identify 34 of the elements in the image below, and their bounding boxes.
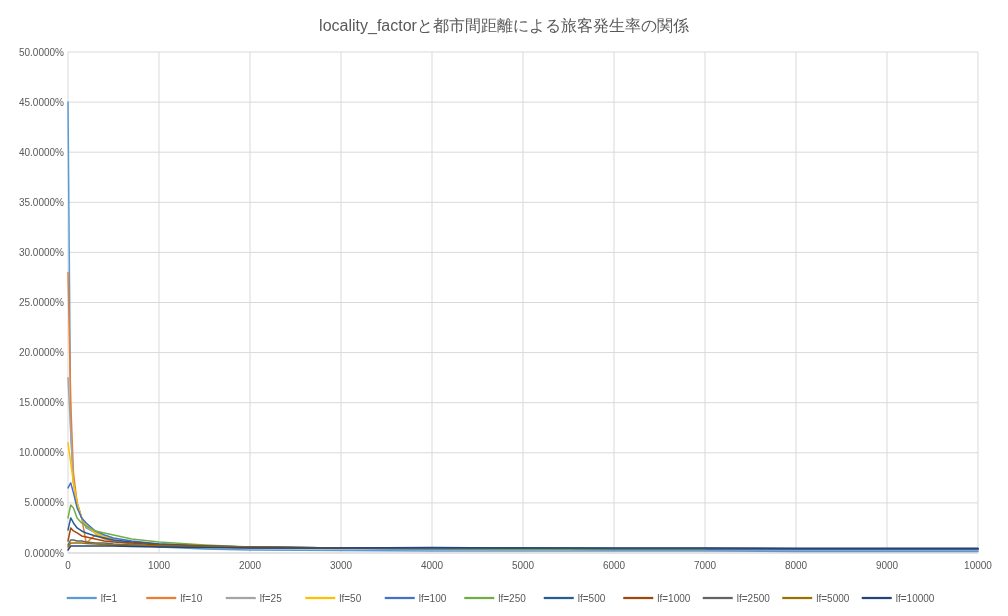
legend-label: lf=500 xyxy=(577,592,606,604)
y-tick-label: 10.0000% xyxy=(18,447,65,459)
x-tick-label: 8000 xyxy=(784,560,808,571)
x-tick-label: 2000 xyxy=(238,560,262,571)
x-tick-label: 5000 xyxy=(511,560,535,571)
legend-label: lf=1 xyxy=(100,592,118,604)
x-tick-label: 1000 xyxy=(147,560,171,571)
y-tick-label: 0.0000% xyxy=(24,547,65,559)
x-tick-label: 10000 xyxy=(964,560,993,571)
x-tick-label: 9000 xyxy=(875,560,899,571)
legend-label: lf=1000 xyxy=(657,592,691,604)
y-tick-label: 45.0000% xyxy=(18,96,65,108)
x-tick-label: 0 xyxy=(65,560,72,571)
y-tick-label: 15.0000% xyxy=(18,397,65,409)
chart-title: locality_factorと都市間距離による旅客発生率の関係 xyxy=(319,17,689,35)
y-tick-label: 20.0000% xyxy=(18,347,65,359)
x-tick-label: 6000 xyxy=(602,560,626,571)
x-tick-label: 3000 xyxy=(329,560,353,571)
y-tick-label: 35.0000% xyxy=(18,196,65,208)
y-tick-label: 30.0000% xyxy=(18,246,65,258)
legend-label: lf=10000 xyxy=(895,592,935,604)
y-tick-label: 40.0000% xyxy=(18,146,65,158)
y-tick-label: 25.0000% xyxy=(18,297,65,308)
y-tick-label: 5.0000% xyxy=(24,497,65,509)
legend-label: lf=10 xyxy=(180,592,203,604)
legend-label: lf=5000 xyxy=(816,592,850,604)
legend-label: lf=250 xyxy=(498,592,527,604)
legend-label: lf=100 xyxy=(418,592,447,604)
legend-label: lf=25 xyxy=(259,592,283,604)
y-tick-label: 50.0000% xyxy=(18,46,65,58)
legend-label: lf=50 xyxy=(339,592,362,604)
x-tick-label: 4000 xyxy=(420,560,444,571)
legend-label: lf=2500 xyxy=(736,592,771,604)
x-tick-label: 7000 xyxy=(693,560,717,571)
